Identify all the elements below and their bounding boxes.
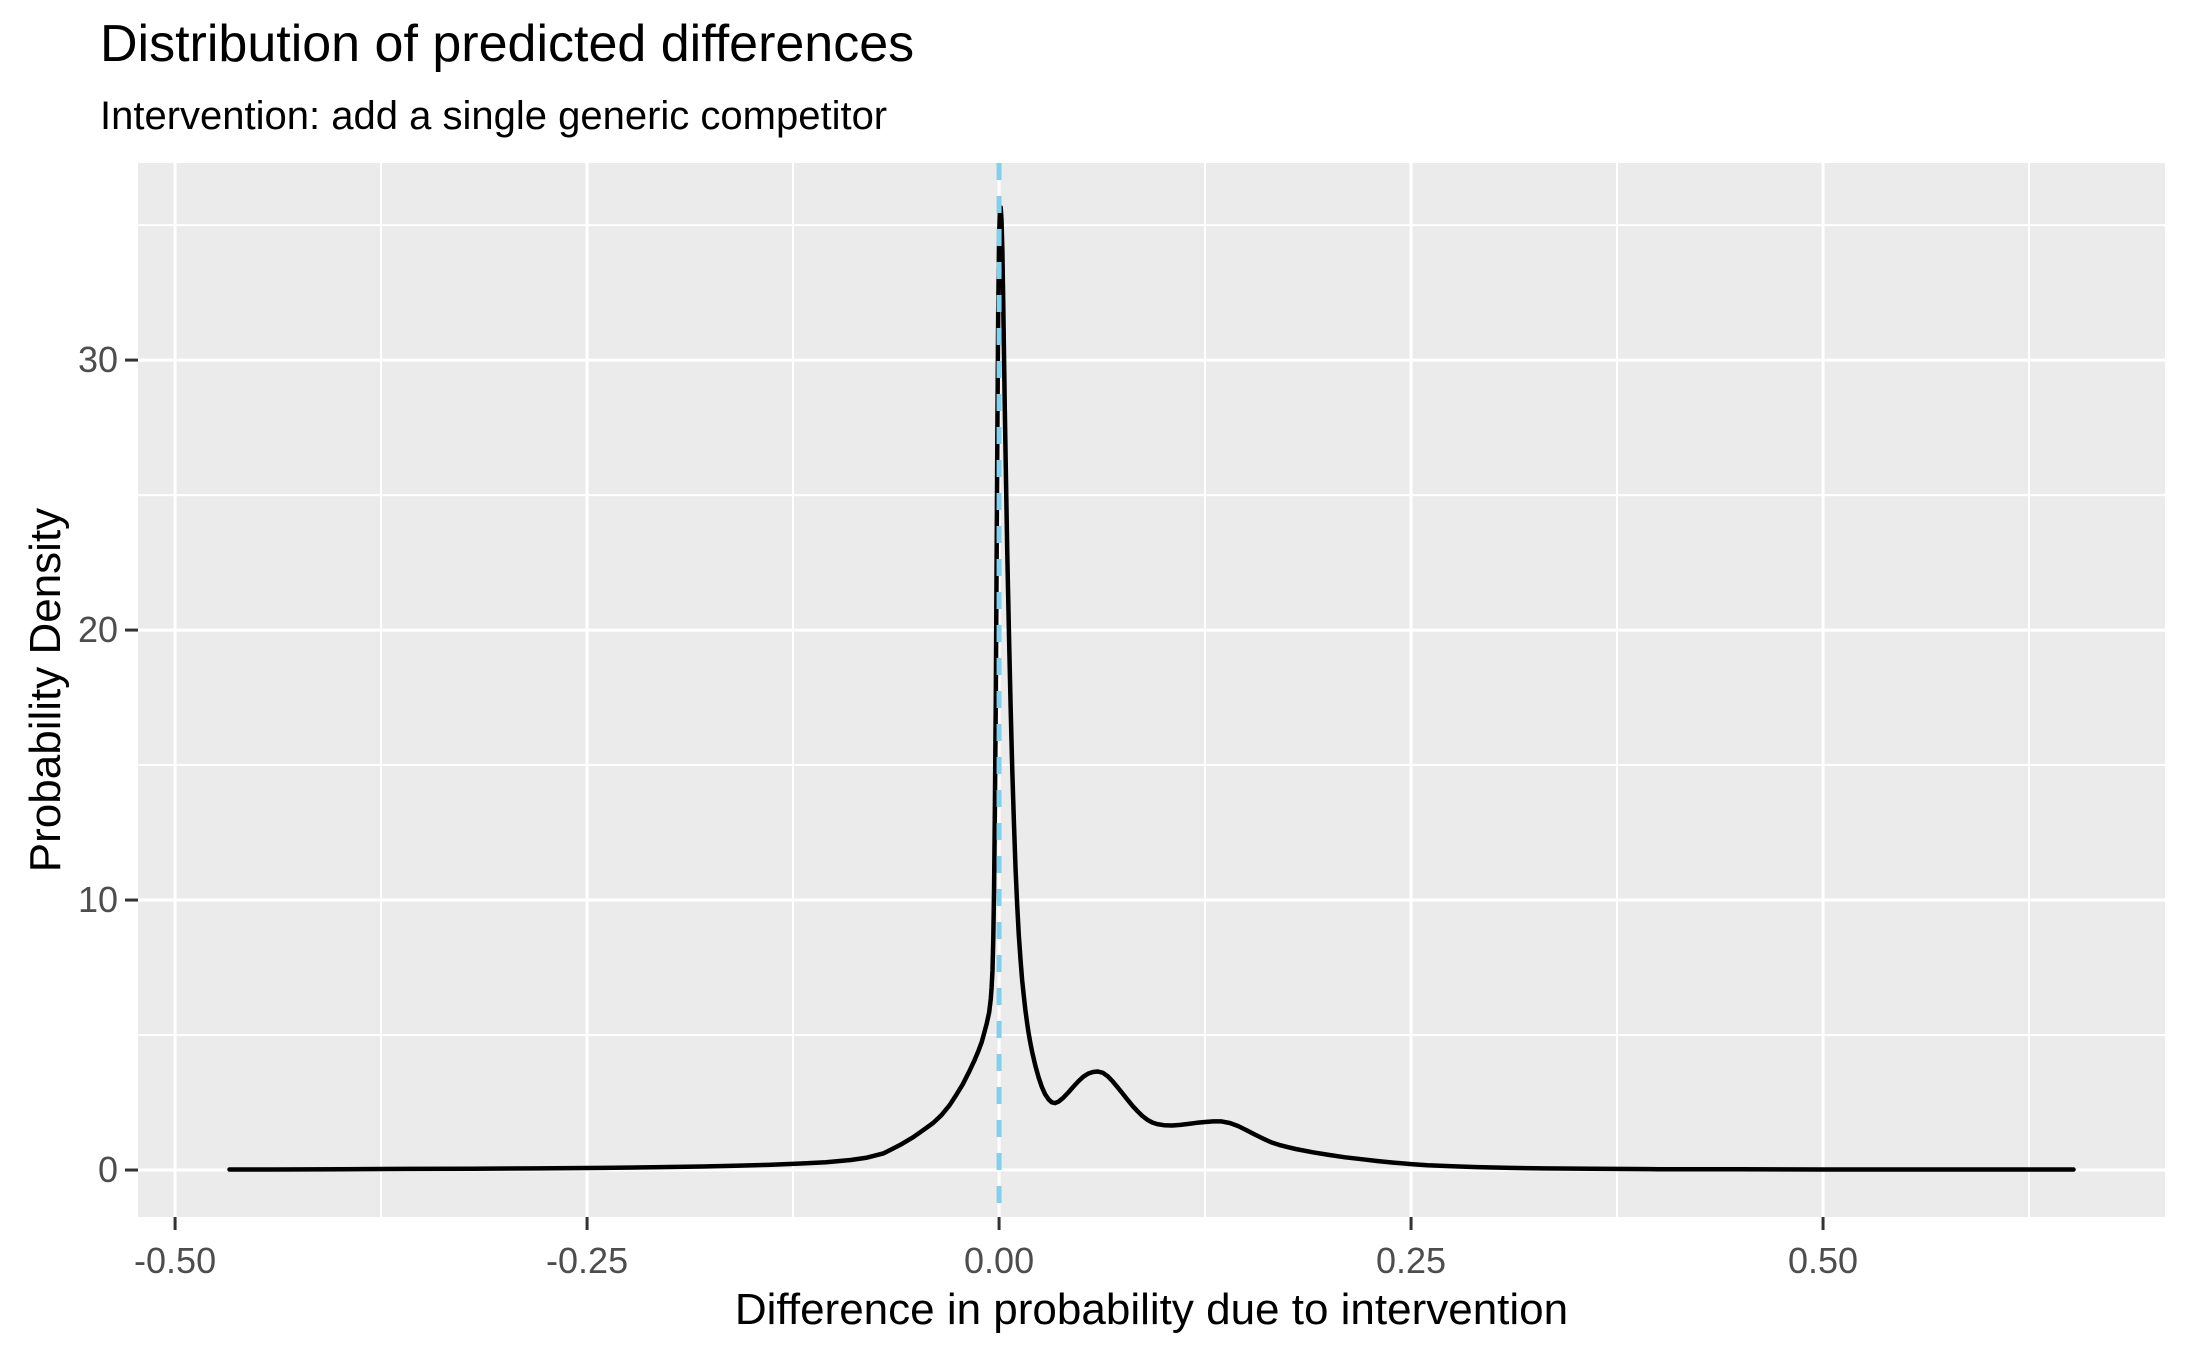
x-axis-title: Difference in probability due to interve…: [734, 1285, 1569, 1334]
x-tick-label: 0.50: [1787, 1240, 1859, 1281]
x-tick-label: 0.25: [1376, 1240, 1447, 1281]
axis-tick-marks: [125, 358, 1825, 1230]
density-curve: [227, 205, 2076, 1172]
minor-gridlines: [138, 163, 2165, 1217]
y-tick-label: 20: [77, 609, 118, 651]
x-tick-label: 0.00: [964, 1240, 1035, 1281]
y-tick-label: 10: [77, 879, 118, 921]
y-tick-label: 30: [77, 339, 118, 381]
panel-background: [138, 163, 2165, 1217]
x-tick-label: -0.50: [134, 1240, 217, 1281]
plot-title: Distribution of predicted differences: [100, 15, 915, 73]
plot-subtitle: Intervention: add a single generic compe…: [100, 94, 888, 138]
y-axis-title: Probability Density: [21, 507, 70, 873]
x-tick-label: -0.25: [546, 1240, 629, 1281]
y-tick-label: 0: [97, 1149, 118, 1191]
